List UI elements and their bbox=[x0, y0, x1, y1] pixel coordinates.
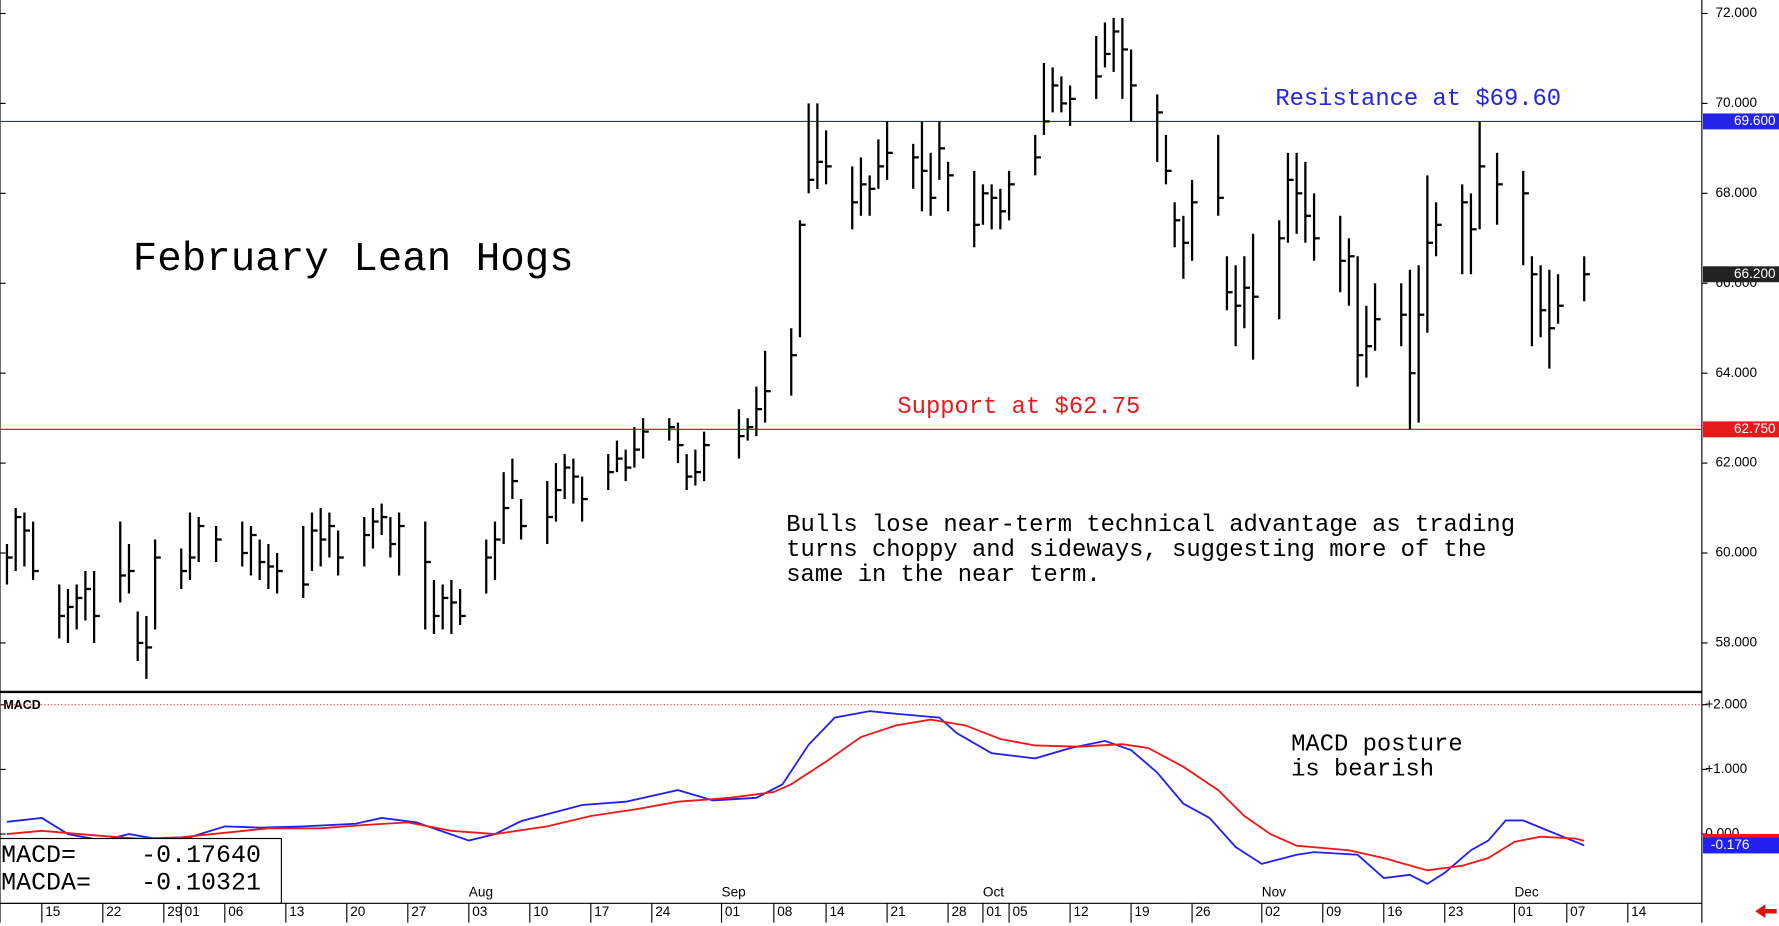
y-tick-label: 58.000 bbox=[1715, 635, 1757, 650]
x-tick-label: 01 bbox=[185, 904, 200, 919]
x-tick-label: 21 bbox=[890, 904, 905, 919]
readout-equals: = bbox=[61, 842, 76, 870]
comment-line: same in the near term. bbox=[786, 562, 1100, 589]
x-tick-label: 08 bbox=[777, 904, 792, 919]
x-tick-label: 15 bbox=[45, 904, 60, 919]
level-tag bbox=[1702, 421, 1779, 438]
readout-name: MACD bbox=[1, 842, 61, 870]
month-label: Oct bbox=[983, 885, 1004, 900]
x-tick-label: 20 bbox=[350, 904, 366, 919]
readout-value: -0.10321 bbox=[141, 869, 261, 897]
x-tick-label: 16 bbox=[1387, 904, 1402, 919]
x-tick-label: 10 bbox=[533, 904, 549, 919]
level-label: Resistance at $69.60 bbox=[1275, 86, 1561, 113]
month-label: Aug bbox=[469, 885, 493, 900]
x-tick-label: 12 bbox=[1073, 904, 1088, 919]
x-tick-label: 23 bbox=[1448, 904, 1463, 919]
y-tick-label: 64.000 bbox=[1715, 365, 1757, 380]
y-tick-label: +1.000 bbox=[1705, 761, 1747, 776]
macd-tag bbox=[1702, 837, 1779, 854]
x-tick-label: 29 bbox=[167, 904, 182, 919]
level-label: Support at $62.75 bbox=[897, 394, 1140, 421]
macd-line bbox=[6, 718, 1585, 872]
level-tag-label: 62.750 bbox=[1734, 421, 1776, 436]
x-tick-label: 05 bbox=[1012, 904, 1027, 919]
x-tick-label: 03 bbox=[472, 904, 487, 919]
y-tick-label: 60.000 bbox=[1715, 545, 1757, 560]
month-label: Nov bbox=[1262, 885, 1286, 900]
scroll-arrow[interactable] bbox=[1755, 904, 1777, 919]
readout-box bbox=[0, 837, 282, 904]
x-tick-label: 09 bbox=[1326, 904, 1341, 919]
x-tick-label: 27 bbox=[411, 904, 426, 919]
month-label: Dec bbox=[1514, 885, 1538, 900]
x-tick-label: 28 bbox=[951, 904, 966, 919]
macd-annotation: is bearish bbox=[1291, 756, 1434, 783]
macd-line bbox=[6, 710, 1585, 885]
y-tick-label: 70.000 bbox=[1715, 95, 1757, 110]
y-tick-label: 68.000 bbox=[1715, 185, 1757, 200]
readout-value: -0.17640 bbox=[141, 842, 261, 870]
readout-equals: = bbox=[76, 869, 91, 897]
x-tick-label: 13 bbox=[289, 904, 304, 919]
comment-line: Bulls lose near-term technical advantage… bbox=[786, 512, 1515, 539]
x-tick-label: 14 bbox=[829, 904, 845, 919]
x-tick-label: 01 bbox=[1518, 904, 1533, 919]
x-tick-label: 14 bbox=[1631, 904, 1647, 919]
macd-panel-label: MACD bbox=[3, 698, 40, 712]
x-tick-label: 01 bbox=[986, 904, 1001, 919]
macd-tag-label: -0.176 bbox=[1711, 837, 1750, 852]
chart-title: February Lean Hogs bbox=[133, 237, 574, 283]
level-tag bbox=[1702, 113, 1779, 130]
y-tick-label: 72.000 bbox=[1715, 5, 1757, 20]
y-tick-label: +2.000 bbox=[1705, 696, 1747, 711]
x-tick-label: 02 bbox=[1265, 904, 1280, 919]
x-tick-label: 22 bbox=[106, 904, 121, 919]
x-tick-label: 24 bbox=[655, 904, 671, 919]
month-label: Sep bbox=[722, 885, 746, 900]
last-price-tag-label: 66.200 bbox=[1734, 266, 1776, 281]
y-tick-label: 62.000 bbox=[1715, 455, 1757, 470]
readout-name: MACDA bbox=[1, 869, 76, 897]
x-tick-label: 26 bbox=[1195, 904, 1210, 919]
x-tick-label: 06 bbox=[228, 904, 243, 919]
comment-line: turns choppy and sideways, suggesting mo… bbox=[786, 537, 1486, 564]
level-tag-label: 69.600 bbox=[1734, 113, 1776, 128]
x-tick-label: 01 bbox=[725, 904, 740, 919]
last-price-tag bbox=[1702, 266, 1779, 283]
x-tick-label: 19 bbox=[1134, 904, 1149, 919]
x-tick-label: 07 bbox=[1570, 904, 1585, 919]
macd-annotation: MACD posture bbox=[1291, 731, 1462, 758]
x-tick-label: 17 bbox=[594, 904, 609, 919]
